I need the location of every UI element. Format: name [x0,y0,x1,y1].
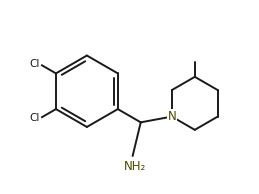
Text: Cl: Cl [29,113,40,123]
Text: N: N [168,110,176,123]
Text: N: N [168,110,176,123]
Text: Cl: Cl [29,59,40,69]
Text: NH₂: NH₂ [124,160,146,173]
